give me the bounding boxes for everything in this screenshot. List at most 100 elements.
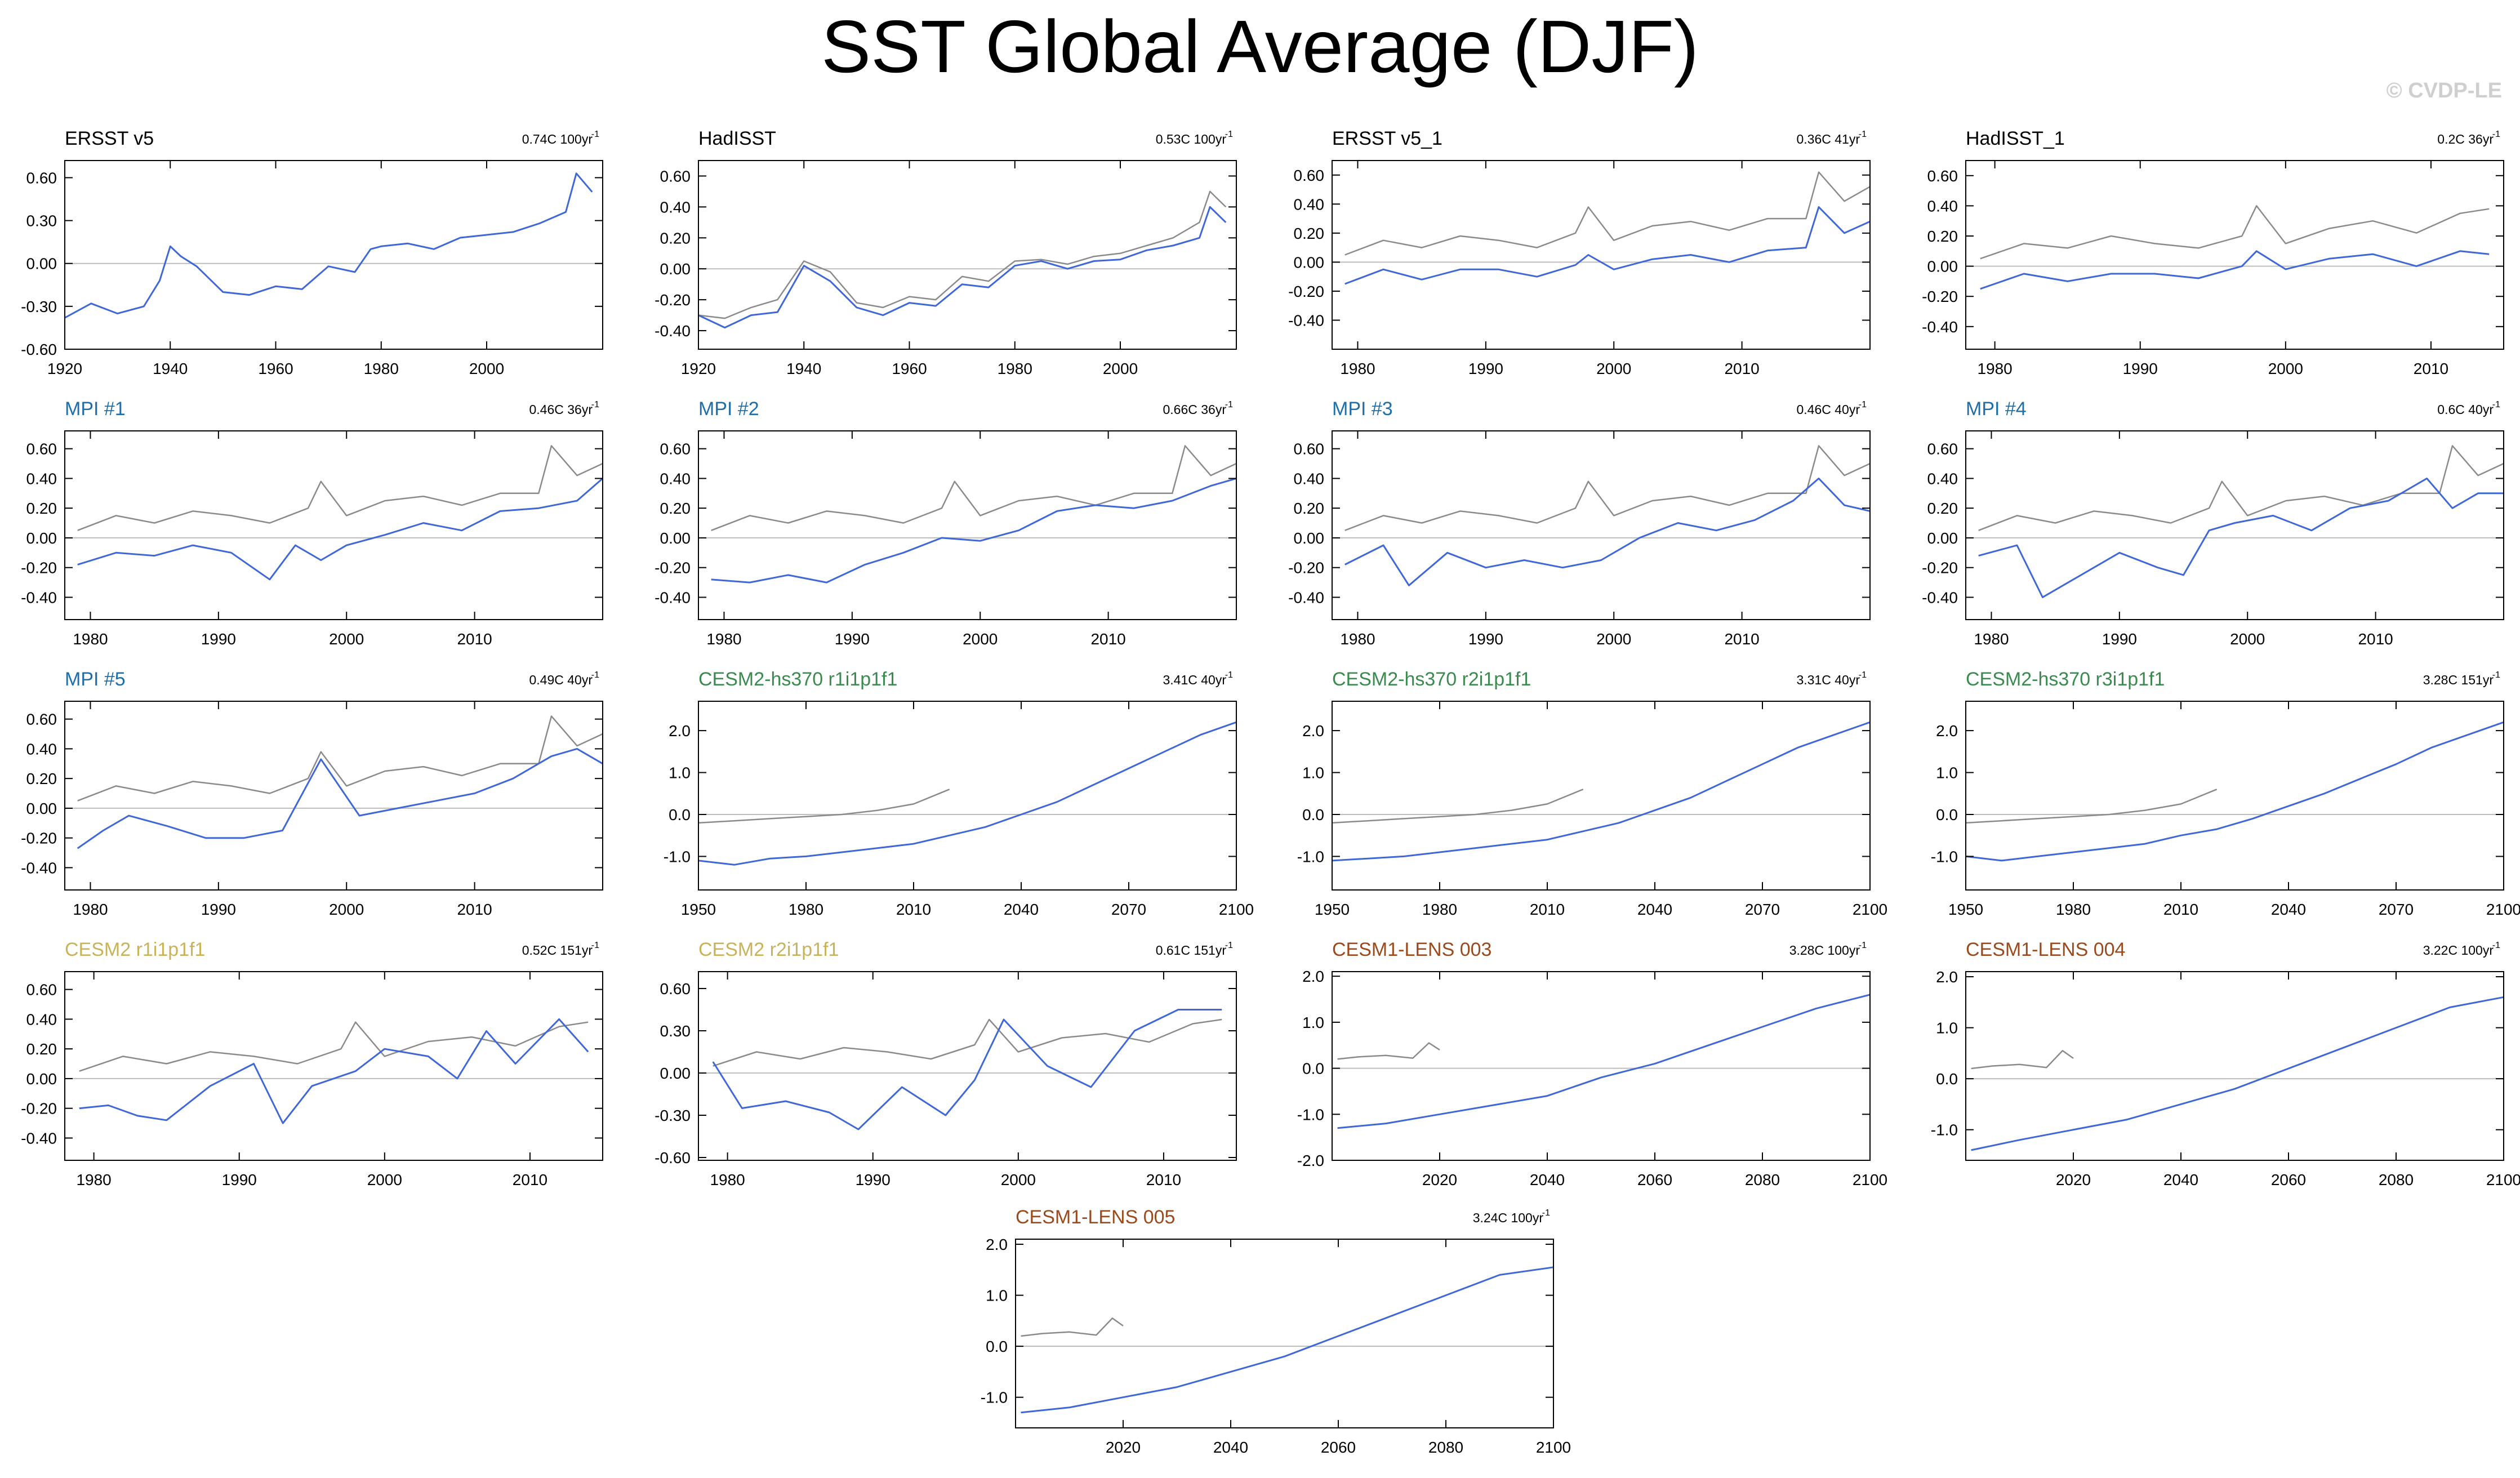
observed-series-line [1980, 205, 2490, 260]
panel-12: CESM2-hs370 r3i1p1f1 3.28C 151yr-1 2.0 1.0 0… [1931, 669, 2520, 918]
x-tick-label: 1980 [1340, 630, 1375, 648]
y-tick-label: 0.00 [26, 255, 57, 273]
figure-title: SST Global Average (DJF) [821, 5, 1699, 88]
y-tick-label: 1.0 [1302, 764, 1324, 782]
y-tick-label: -0.40 [21, 1129, 57, 1147]
panel-title: CESM1-LENS 003 [1332, 939, 1491, 960]
observed-series-line [79, 1021, 589, 1072]
x-tick-label: 1990 [835, 630, 870, 648]
trend-unit-exponent: -1 [1225, 400, 1233, 409]
y-tick-label: 0.60 [26, 711, 57, 728]
x-tick-label: 2040 [1637, 901, 1672, 918]
trend-unit-exponent: -1 [1859, 130, 1867, 139]
y-tick-label: 0.00 [660, 1065, 691, 1082]
trend-unit-exponent: -1 [2492, 130, 2500, 139]
x-tick-label: 2080 [1428, 1439, 1463, 1456]
x-tick-label: 1950 [1315, 901, 1350, 918]
y-tick-label: 0.40 [26, 1010, 57, 1028]
y-tick-label: -1.0 [1931, 1121, 1958, 1139]
panel-4: HadISST_1 0.2C 36yr-1 0.60 0.40 0.20 0.00 -0.2… [1922, 128, 2504, 377]
y-tick-label: 0.20 [26, 1040, 57, 1058]
model-series-line [1965, 721, 2504, 862]
x-tick-label: 2040 [2163, 1171, 2198, 1188]
y-tick-label: 1.0 [986, 1287, 1008, 1305]
panel-10: CESM2-hs370 r1i1p1f1 3.41C 40yr-1 2.0 1.0 0.… [664, 669, 1254, 918]
plot-frame [698, 701, 1237, 891]
model-series-line [1332, 721, 1871, 862]
panel-title: ERSST v5_1 [1332, 128, 1442, 149]
model-series-line [1344, 477, 1871, 586]
y-tick-label: -1.0 [664, 848, 691, 865]
plot-frame [698, 430, 1237, 620]
x-tick-label: 2100 [2486, 1171, 2520, 1188]
x-tick-label: 2060 [2271, 1171, 2306, 1188]
trend-unit-exponent: -1 [591, 670, 599, 680]
y-tick-label: -0.20 [1288, 559, 1324, 577]
trend-unit-exponent: -1 [1225, 670, 1233, 680]
model-series-line [1021, 1266, 1554, 1414]
x-tick-label: 1950 [1948, 901, 1983, 918]
x-tick-label: 2000 [329, 901, 364, 918]
model-series-line [79, 1018, 589, 1124]
y-tick-label: -0.60 [655, 1149, 691, 1167]
y-tick-label: 1.0 [669, 764, 691, 782]
panel-13: CESM2 r1i1p1f1 0.52C 151yr-1 0.60 0.40 0.20 0… [21, 939, 603, 1188]
y-tick-label: -0.30 [655, 1107, 691, 1124]
x-tick-label: 2000 [963, 630, 998, 648]
trend-label: 3.24C 100yr [1473, 1210, 1544, 1225]
model-series-line [64, 172, 593, 319]
trend-label: 0.46C 40yr [1796, 402, 1860, 417]
y-tick-label: 0.00 [26, 800, 57, 817]
trend-label: 3.22C 100yr [2423, 943, 2494, 958]
x-tick-label: 2000 [1596, 630, 1631, 648]
x-tick-label: 1990 [222, 1171, 257, 1188]
y-tick-label: -0.40 [21, 859, 57, 876]
y-tick-label: 0.00 [26, 529, 57, 547]
x-tick-label: 1980 [789, 901, 823, 918]
y-tick-label: 0.40 [1294, 195, 1325, 213]
panel-7: MPI #3 0.46C 40yr-1 0.60 0.40 0.20 0.00 -0.20 -… [1288, 398, 1871, 648]
y-tick-label: 0.30 [660, 1022, 691, 1040]
x-tick-label: 2040 [2271, 901, 2306, 918]
y-tick-label: -0.40 [1922, 318, 1958, 336]
y-tick-label: 0.60 [1927, 440, 1958, 458]
y-tick-label: 0.60 [26, 440, 57, 458]
x-tick-label: 1980 [1422, 901, 1457, 918]
y-tick-label: 0.0 [1936, 1070, 1958, 1088]
x-tick-label: 1980 [998, 360, 1032, 377]
x-tick-label: 2010 [2414, 360, 2448, 377]
trend-unit-exponent: -1 [591, 941, 599, 950]
trend-unit-exponent: -1 [2492, 670, 2500, 680]
y-tick-label: 0.0 [1302, 1060, 1324, 1078]
y-tick-label: 0.20 [26, 770, 57, 787]
x-tick-label: 2070 [1745, 901, 1780, 918]
y-tick-label: -0.20 [1922, 288, 1958, 305]
panel-1: ERSST v5 0.74C 100yr-1 0.60 0.30 0.00 -0.30 -0… [21, 128, 603, 377]
x-tick-label: 2040 [1530, 1171, 1565, 1188]
panel-15: CESM1-LENS 003 3.28C 100yr-1 2.0 1.0 0.0 -1.0… [1297, 939, 1887, 1188]
panel-title: CESM2-hs370 r1i1p1f1 [698, 669, 897, 690]
observed-series-line [1978, 445, 2504, 531]
y-tick-label: -0.20 [655, 559, 691, 577]
x-tick-label: 1980 [706, 630, 741, 648]
observed-series-line [1332, 789, 1584, 824]
y-tick-label: 0.40 [1927, 197, 1958, 215]
y-tick-label: 0.30 [26, 212, 57, 230]
y-tick-label: 0.0 [669, 806, 691, 823]
y-tick-label: 0.20 [26, 500, 57, 517]
y-tick-label: 2.0 [1302, 968, 1324, 985]
y-tick-label: 0.40 [1927, 470, 1958, 487]
y-tick-label: 0.40 [660, 198, 691, 216]
x-tick-label: 1980 [710, 1171, 745, 1188]
model-series-line [1980, 250, 2490, 290]
y-tick-label: 0.00 [660, 260, 691, 278]
y-tick-label: 2.0 [986, 1236, 1008, 1253]
x-tick-label: 2000 [1001, 1171, 1036, 1188]
y-tick-label: -1.0 [1297, 1106, 1324, 1123]
x-tick-label: 2010 [513, 1171, 547, 1188]
plot-frame [1015, 1239, 1554, 1428]
x-tick-label: 2100 [2486, 901, 2520, 918]
x-tick-label: 1940 [786, 360, 821, 377]
model-series-line [1344, 206, 1871, 285]
y-tick-label: -0.30 [21, 298, 57, 315]
